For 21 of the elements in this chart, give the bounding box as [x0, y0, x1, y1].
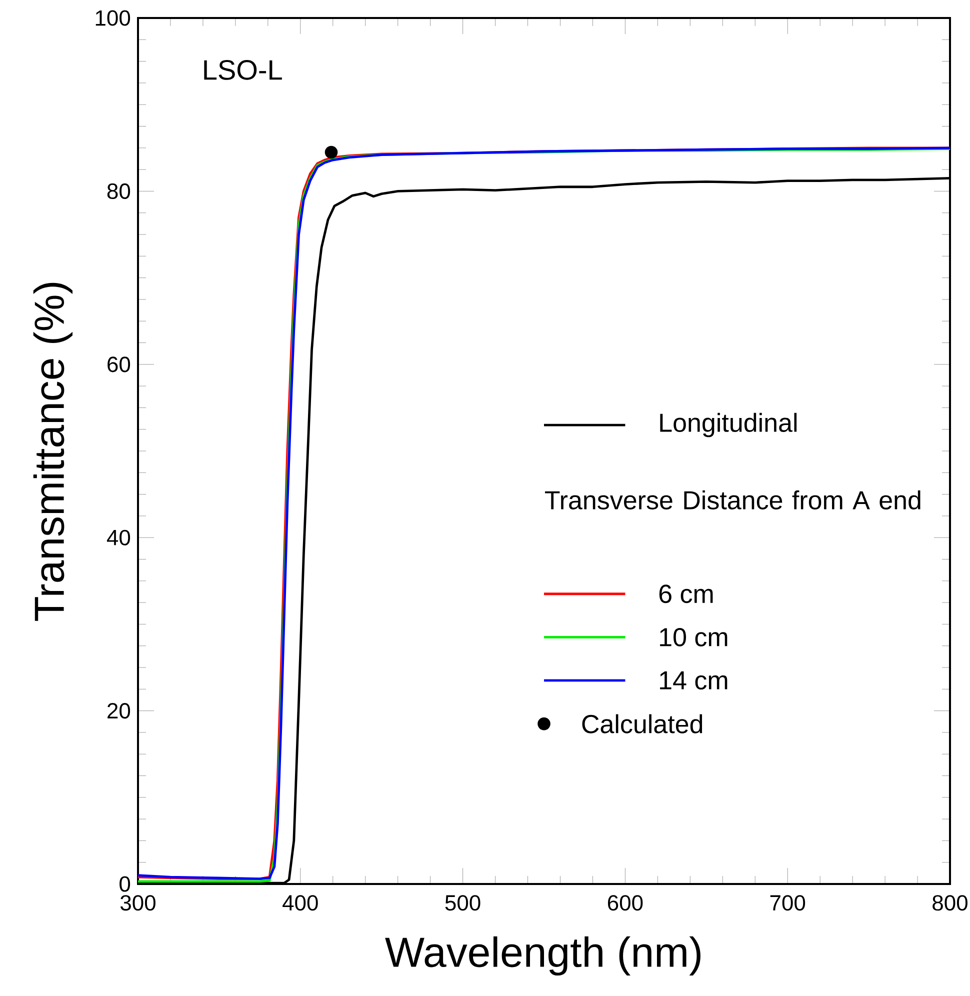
- y-tick-label: 20: [108, 703, 130, 719]
- x-tick-label: 700: [770, 895, 806, 911]
- legend-label: 14 cm: [660, 671, 728, 690]
- text: LSO-L: [204, 60, 282, 80]
- legend-title: Transverse Distance from A end: [545, 490, 920, 510]
- y-tick-label: 60: [108, 356, 130, 372]
- y-tick-label: 80: [107, 183, 130, 199]
- y-axis-title: Transmittance (%): [33, 282, 72, 621]
- y-tick-label: 100: [96, 10, 130, 26]
- y-tick-label: 40: [106, 530, 130, 546]
- legend-label: Longitudinal: [660, 412, 797, 438]
- x-tick-label: 500: [445, 895, 480, 911]
- legend-label: 10 cm: [660, 628, 728, 646]
- x-tick-label: 600: [608, 895, 643, 911]
- x-tick-label: 400: [282, 895, 318, 911]
- legend-label: Calculated: [582, 714, 702, 734]
- x-tick-label: 300: [120, 895, 156, 911]
- legend-label: 6 cm: [659, 584, 713, 604]
- x-tick-label: 800: [932, 895, 968, 911]
- y-tick-label: 0: [120, 876, 130, 892]
- x-axis-title: Wavelength (nm): [385, 936, 700, 976]
